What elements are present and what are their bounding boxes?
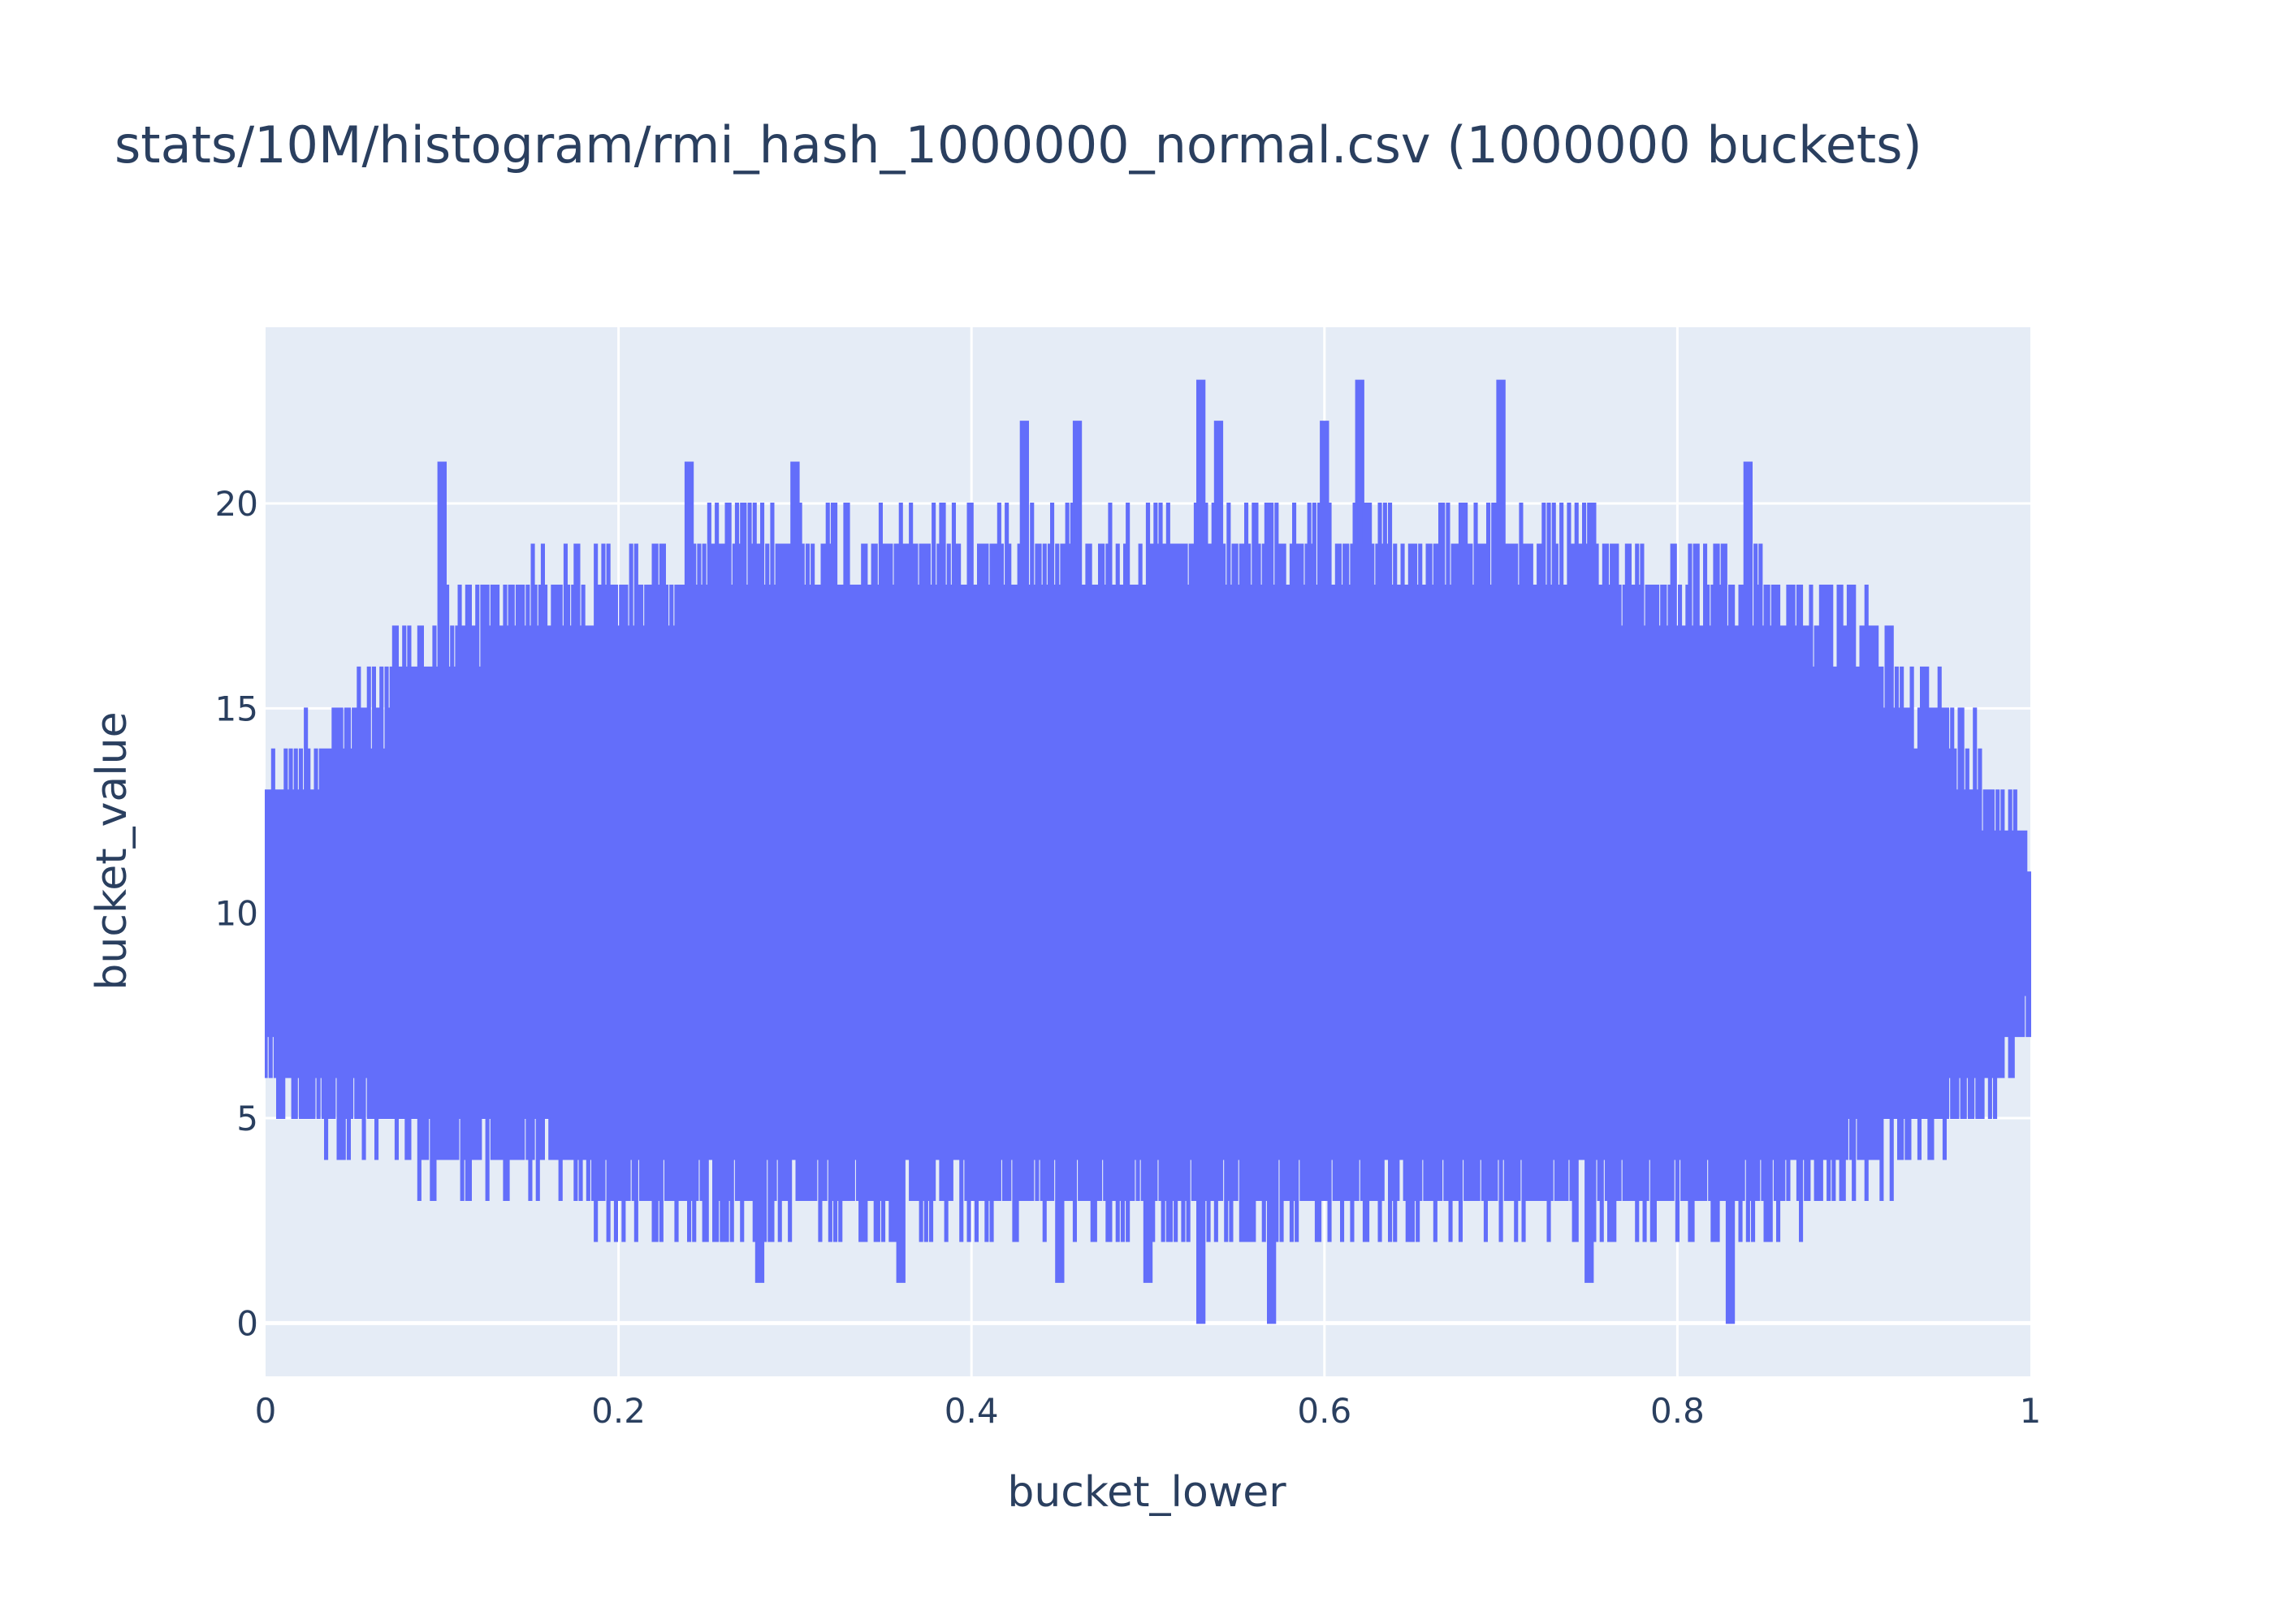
- x-tick-label: 0.4: [945, 1391, 999, 1431]
- series-bucket-value: [265, 379, 2031, 1324]
- y-tick-label: 0: [236, 1303, 258, 1343]
- series-band: [265, 379, 2031, 1324]
- y-tick-label: 20: [215, 484, 258, 524]
- y-axis-title: bucket_value: [88, 711, 136, 990]
- y-tick-label: 10: [215, 894, 258, 934]
- x-tick-label: 1: [2020, 1391, 2042, 1431]
- x-axis-ticks: 0 0.2 0.4 0.6 0.8 1: [255, 1391, 2042, 1431]
- x-axis-title: bucket_lower: [1007, 1468, 1286, 1517]
- x-tick-label: 0.6: [1297, 1391, 1351, 1431]
- y-tick-label: 15: [215, 689, 258, 728]
- x-tick-label: 0.8: [1650, 1391, 1705, 1431]
- chart-title: stats/10M/histogram/rmi_hash_1000000_nor…: [115, 115, 1922, 175]
- y-axis-ticks: 0 5 10 15 20: [215, 484, 258, 1343]
- x-tick-label: 0: [255, 1391, 277, 1431]
- x-tick-label: 0.2: [591, 1391, 646, 1431]
- y-tick-label: 5: [236, 1099, 258, 1138]
